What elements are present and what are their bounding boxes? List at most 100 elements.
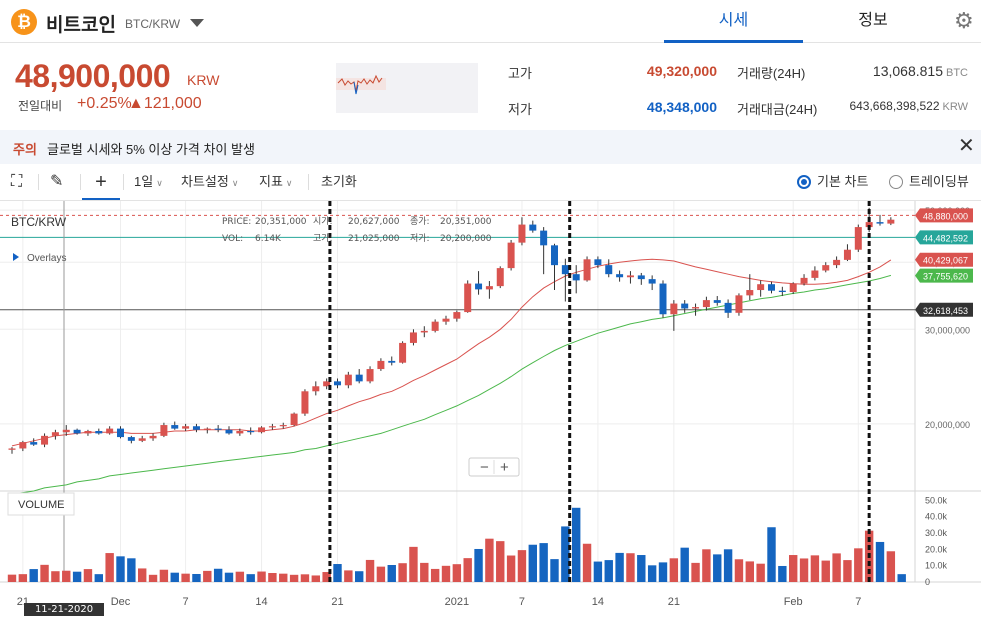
chart-symbol: BTC/KRW [11, 215, 67, 229]
info-high-value: 21,025,000 [348, 234, 400, 244]
volume-bar [810, 555, 820, 582]
volume-bar [311, 575, 320, 582]
tradingview-label[interactable]: 트레이딩뷰 [909, 174, 969, 189]
indicators-menu[interactable]: 지표 ∨ [259, 174, 293, 189]
candle-body [616, 274, 624, 278]
coin-code[interactable]: BTC/KRW [125, 17, 181, 31]
volume-bar [452, 564, 462, 582]
period-select[interactable]: 1일 ∨ [134, 174, 163, 189]
volume-bar [62, 570, 71, 582]
volume-bar [843, 560, 852, 582]
sparkline-chart [336, 63, 478, 113]
pencil-draw-icon[interactable]: ✎ [50, 173, 64, 190]
candle-body [30, 442, 38, 445]
candle-body [876, 222, 884, 224]
candle-body [160, 425, 168, 436]
high-label: 고가 [508, 66, 532, 81]
high-value: 49,320,000 [646, 63, 717, 79]
info-low-label: 저가: [410, 233, 430, 244]
ma-short-line [11, 258, 892, 447]
volume-bar [105, 553, 114, 582]
candle-body [268, 426, 276, 428]
reset-button[interactable]: 초기화 [321, 174, 357, 189]
tab-quote[interactable]: 시세 [664, 0, 803, 43]
amount-value: 643,668,398,522 KRW [849, 99, 968, 113]
volume-bar [18, 574, 28, 582]
info-vol-label: VOL: [222, 234, 243, 244]
volume-bar [669, 558, 679, 582]
volume-bar [181, 573, 190, 582]
candle-body [192, 426, 200, 430]
volume-bar [723, 549, 733, 582]
zoom-out-button[interactable]: − [480, 459, 489, 476]
volume-bar [713, 554, 722, 582]
x-tick-label: 14 [255, 596, 267, 608]
volume-bar [875, 541, 885, 582]
change-label: 전일대비 [18, 99, 63, 113]
volume-tick-label: 40.0k [925, 512, 948, 522]
candle-body [572, 274, 580, 281]
price-tag-label: 32,618,453 [923, 306, 968, 316]
price-gap-notice: 주의 글로벌 시세와 5% 이상 가격 차이 발생 ✕ [0, 130, 981, 164]
volume-bar [29, 569, 38, 582]
volume-bar [604, 560, 613, 582]
candle-body [702, 300, 710, 308]
info-open-value: 20,627,000 [348, 217, 400, 227]
volume-bar [778, 565, 787, 582]
volume-bar [235, 571, 245, 582]
price-chart[interactable]: 50,000,00040,000,00030,000,00020,000,000… [0, 201, 981, 618]
candle-body [659, 283, 667, 315]
volume-bar [430, 568, 440, 582]
candle-body [529, 224, 537, 231]
volume-bar [506, 555, 516, 582]
candle-body [84, 430, 92, 434]
candle-body [713, 300, 721, 303]
candle-body [149, 435, 157, 439]
candle-body [822, 265, 830, 271]
coin-select-dropdown-icon[interactable] [190, 19, 204, 27]
candle-body [442, 318, 450, 322]
candle-body [670, 303, 678, 315]
bitcoin-logo-icon: ₿ [11, 9, 37, 35]
volume-bar [474, 548, 483, 582]
volume-bar [702, 549, 711, 582]
volume-bar [593, 561, 603, 582]
candle-body [735, 295, 743, 313]
volume-bar [192, 573, 201, 582]
volume-bar [496, 541, 505, 582]
volume-bar [647, 565, 657, 582]
gear-icon[interactable]: ⚙ [954, 8, 974, 33]
candle-body [51, 432, 59, 436]
x-tick-label: 7 [519, 596, 525, 608]
basic-chart-radio[interactable] [797, 175, 811, 189]
zoom-in-button[interactable]: + [500, 459, 509, 476]
volume-bar [745, 561, 754, 582]
chart-settings-menu[interactable]: 차트설정 ∨ [181, 174, 239, 189]
candle-body [431, 321, 439, 331]
candle-body [203, 428, 211, 430]
tab-info[interactable]: 정보 [858, 12, 888, 29]
volume-bar [582, 543, 592, 582]
volume-bar [528, 544, 537, 582]
coin-name[interactable]: 비트코인 [46, 15, 116, 36]
tradingview-radio[interactable] [889, 175, 903, 189]
volume-bar [691, 562, 700, 582]
volume-bar [387, 565, 396, 582]
candle-body [887, 219, 895, 224]
volume-bar [821, 560, 830, 582]
crosshair-icon[interactable]: + [82, 164, 120, 200]
volume-bar [572, 507, 581, 582]
volume-bar [561, 526, 570, 582]
candle-body [540, 230, 548, 246]
candle-body [225, 429, 233, 434]
volume-tick-label: 20.0k [925, 544, 948, 554]
basic-chart-label[interactable]: 기본 차트 [817, 174, 869, 189]
volume-bar [658, 562, 668, 582]
x-tick-label: 21 [331, 596, 343, 608]
candle-body [377, 360, 385, 370]
fullscreen-icon[interactable]: ⛶ [11, 173, 23, 190]
change-percent: +0.25% [77, 95, 132, 112]
close-icon[interactable]: ✕ [958, 135, 975, 157]
volume-bar [854, 548, 863, 582]
candle-body [366, 369, 374, 382]
